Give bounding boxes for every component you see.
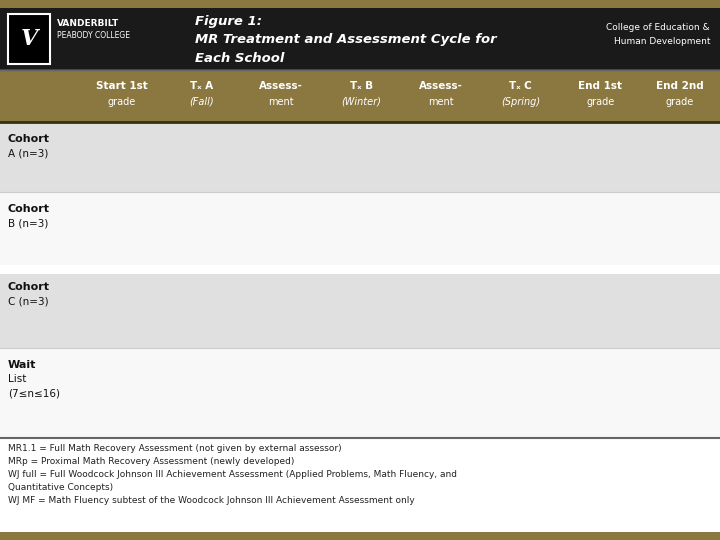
Bar xyxy=(0,348,720,438)
Text: ment: ment xyxy=(269,97,294,107)
Bar xyxy=(0,122,720,192)
Text: (7≤n≤16): (7≤n≤16) xyxy=(8,388,60,398)
Bar xyxy=(0,265,720,270)
Text: Quantitative Concepts): Quantitative Concepts) xyxy=(8,483,113,492)
Text: Tₓ B: Tₓ B xyxy=(350,81,373,91)
Bar xyxy=(8,14,50,64)
Text: End 1st: End 1st xyxy=(578,81,622,91)
Text: VANDERBILT: VANDERBILT xyxy=(57,19,120,29)
Text: Assess-: Assess- xyxy=(259,81,303,91)
Text: (Spring): (Spring) xyxy=(501,97,540,107)
Text: A (n=3): A (n=3) xyxy=(8,148,48,158)
Text: (Fall): (Fall) xyxy=(189,97,214,107)
Text: List: List xyxy=(8,374,27,384)
Text: Cohort: Cohort xyxy=(8,282,50,292)
Text: grade: grade xyxy=(666,97,694,107)
Text: College of Education &: College of Education & xyxy=(606,24,710,32)
Text: Human Development: Human Development xyxy=(613,37,710,46)
Bar xyxy=(0,192,720,270)
Text: Start 1st: Start 1st xyxy=(96,81,148,91)
Text: MR Treatment and Assessment Cycle for: MR Treatment and Assessment Cycle for xyxy=(195,33,497,46)
Bar xyxy=(0,0,720,8)
Text: Cohort: Cohort xyxy=(8,204,50,214)
Text: Figure 1:: Figure 1: xyxy=(195,16,262,29)
Text: Tₓ C: Tₓ C xyxy=(509,81,532,91)
Text: grade: grade xyxy=(586,97,614,107)
Text: (Winter): (Winter) xyxy=(341,97,381,107)
Bar xyxy=(0,532,720,540)
Text: V: V xyxy=(20,28,37,50)
Text: Each School: Each School xyxy=(195,51,284,64)
Text: ment: ment xyxy=(428,97,454,107)
Text: B (n=3): B (n=3) xyxy=(8,218,48,228)
Text: C (n=3): C (n=3) xyxy=(8,296,49,306)
Text: End 2nd: End 2nd xyxy=(656,81,704,91)
Bar xyxy=(0,70,720,122)
Text: Wait: Wait xyxy=(8,360,37,370)
Text: WJ full = Full Woodcock Johnson III Achievement Assessment (Applied Problems, Ma: WJ full = Full Woodcock Johnson III Achi… xyxy=(8,470,457,479)
Text: MR1.1 = Full Math Recovery Assessment (not given by external assessor): MR1.1 = Full Math Recovery Assessment (n… xyxy=(8,444,341,453)
Text: grade: grade xyxy=(108,97,136,107)
Text: Assess-: Assess- xyxy=(419,81,463,91)
Bar xyxy=(0,8,720,70)
Bar xyxy=(0,270,720,348)
Text: Tₓ A: Tₓ A xyxy=(190,81,213,91)
Text: MRp = Proximal Math Recovery Assessment (newly developed): MRp = Proximal Math Recovery Assessment … xyxy=(8,457,294,466)
Text: WJ MF = Math Fluency subtest of the Woodcock Johnson III Achievement Assessment : WJ MF = Math Fluency subtest of the Wood… xyxy=(8,496,415,505)
Text: Cohort: Cohort xyxy=(8,134,50,144)
Text: PEABODY COLLEGE: PEABODY COLLEGE xyxy=(57,31,130,40)
